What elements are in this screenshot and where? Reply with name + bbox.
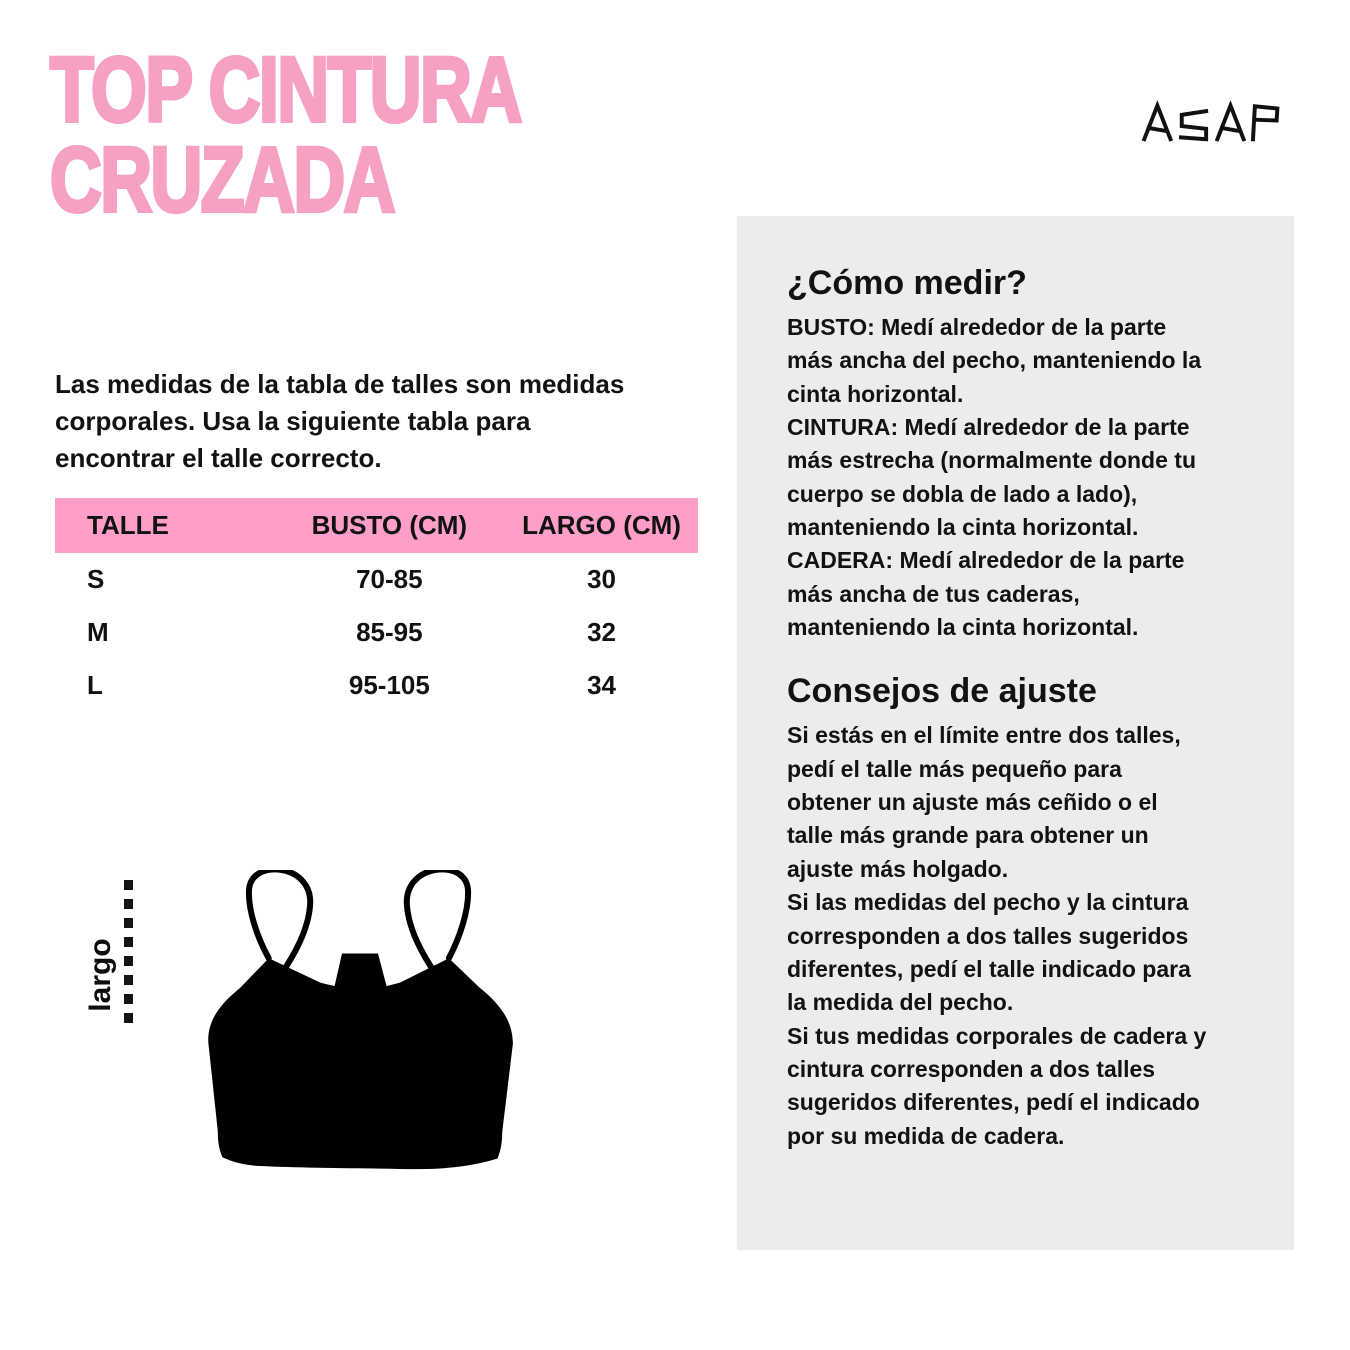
svg-text:largo: largo (84, 938, 117, 1011)
